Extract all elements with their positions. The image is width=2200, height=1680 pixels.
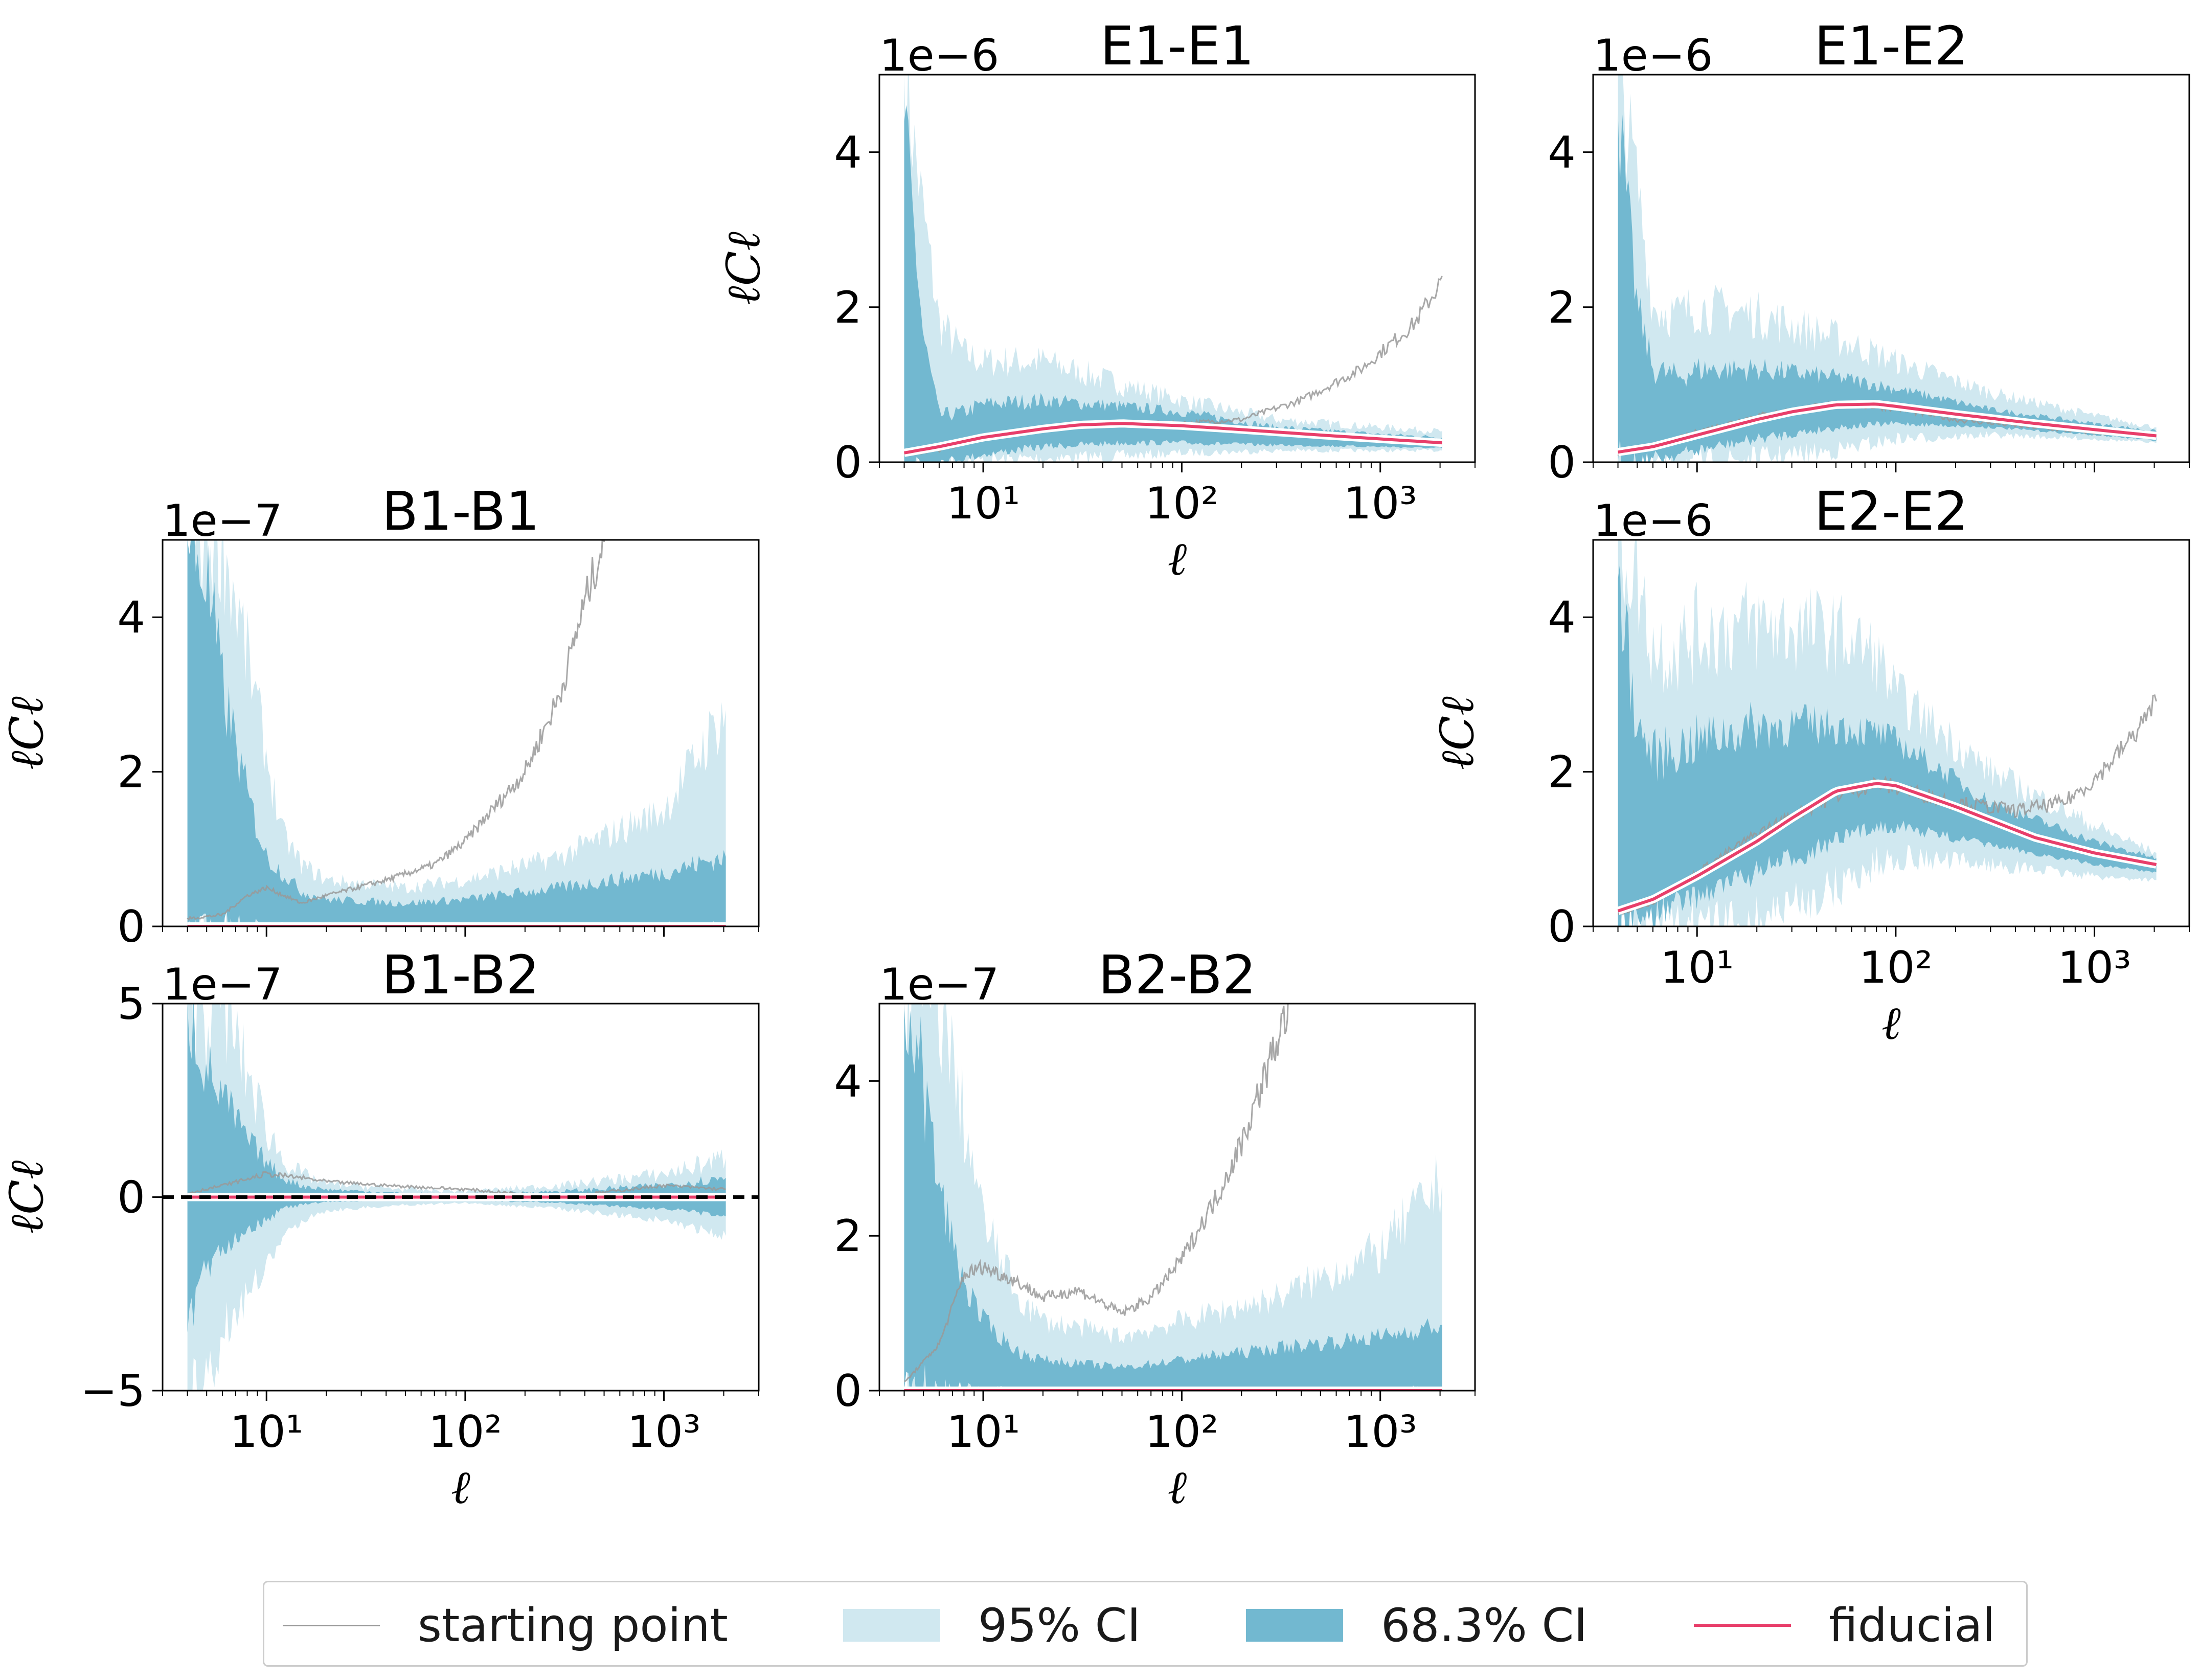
offset-text-b1-b1: 1e−7 xyxy=(163,495,282,547)
ylabel-b1-b2: ℓCℓ xyxy=(0,1160,54,1234)
starting-point-line-b1-b2 xyxy=(187,1171,726,1199)
ytick-label-b1-b1: 0 xyxy=(117,901,145,952)
ytick-label-e2-e2: 0 xyxy=(1548,901,1576,952)
panel-b1-b2: −5 0 5 10¹ 10² 10³ ℓ ℓCℓ 1e−7 B1-B2 xyxy=(0,944,760,1514)
ylabel-b1-b1: ℓCℓ xyxy=(0,696,54,770)
ytick-label-e2-e2: 2 xyxy=(1548,747,1576,798)
ylabel-e2-e2: ℓCℓ xyxy=(1431,696,1484,770)
axes-frame-e1-e1 xyxy=(878,74,1476,463)
panel-b2-b2: 0 2 4 10¹ 10² 10³ ℓ 1e−7 B2-B2 xyxy=(834,944,1476,1514)
ytick-label-b1-b2: −5 xyxy=(80,1366,145,1417)
xtick-label-e1-e1: 10³ xyxy=(1344,478,1417,529)
panel-b1-b1: 0 2 4 ℓCℓ 1e−7 B1-B1 xyxy=(0,480,760,952)
legend-item-68-ci: 68.3% CI xyxy=(1246,1582,1587,1668)
panel-e2-e2: 0 2 4 10¹ 10² 10³ ℓ ℓCℓ 1e−6 E2-E2 xyxy=(1431,480,2190,1050)
ytick-label-b1-b1: 2 xyxy=(117,747,145,798)
legend-swatch-starting-point xyxy=(283,1624,380,1626)
xtick-label-b1-b2: 10² xyxy=(428,1406,502,1458)
xtick-label-e2-e2: 10² xyxy=(1859,942,1933,993)
xtick-label-e1-e1: 10² xyxy=(1145,478,1218,529)
offset-text-e1-e2: 1e−6 xyxy=(1593,30,1713,81)
legend-swatch-68-ci xyxy=(1246,1609,1343,1642)
ytick-label-b2-b2: 4 xyxy=(834,1056,862,1107)
xtick-label-e2-e2: 10³ xyxy=(2058,942,2131,993)
ytick-label-b1-b2: 5 xyxy=(117,979,145,1030)
starting-point-line-b2-b2 xyxy=(903,1004,1289,1382)
title-b2-b2: B2-B2 xyxy=(1098,944,1256,1006)
legend-item-starting-point: starting point xyxy=(283,1582,728,1668)
fiducial-line-e1-e2 xyxy=(1618,402,2157,454)
ylabel-e1-e1: ℓCℓ xyxy=(717,232,770,305)
ytick-label-e2-e2: 4 xyxy=(1548,592,1576,643)
band-95-ci-e1-e2 xyxy=(1618,75,2157,462)
ytick-label-e1-e2: 0 xyxy=(1548,437,1576,488)
band-68-ci-e2-e2 xyxy=(1618,563,2157,926)
ytick-label-e1-e1: 2 xyxy=(834,282,862,333)
xtick-label-e1-e1: 10¹ xyxy=(946,478,1020,529)
starting-point-line-b1-b1 xyxy=(187,540,605,921)
legend-label-68-ci: 68.3% CI xyxy=(1381,1598,1587,1652)
ytick-label-e1-e1: 0 xyxy=(834,437,862,488)
title-b1-b1: B1-B1 xyxy=(382,480,540,542)
offset-text-e1-e1: 1e−6 xyxy=(879,30,999,81)
panel-e1-e1: 0 2 4 10¹ 10² 10³ ℓ ℓCℓ 1e−6 E1-E1 xyxy=(717,15,1476,586)
legend-swatch-fiducial xyxy=(1694,1624,1791,1627)
legend-label-fiducial: fiducial xyxy=(1829,1598,1995,1652)
xlabel-b1-b2: ℓ xyxy=(451,1461,470,1514)
band-68-ci-b1-b1 xyxy=(187,540,726,926)
band-68-ci-e1-e2 xyxy=(1618,112,2157,462)
xtick-label-b1-b2: 10¹ xyxy=(230,1406,303,1458)
offset-text-b1-b2: 1e−7 xyxy=(163,959,282,1010)
offset-text-e2-e2: 1e−6 xyxy=(1593,495,1713,547)
fiducial-line-e2-e2 xyxy=(1617,782,2157,913)
title-e1-e1: E1-E1 xyxy=(1100,15,1254,77)
band-68-ci-b2-b2 xyxy=(904,1004,1442,1391)
band-95-ci-e1-e1 xyxy=(904,75,1442,462)
fiducial-line-e1-e1 xyxy=(903,422,1442,455)
title-b1-b2: B1-B2 xyxy=(382,944,540,1006)
legend-label-starting-point: starting point xyxy=(418,1598,728,1652)
axes-frame-b2-b2 xyxy=(878,1003,1476,1392)
title-e1-e2: E1-E2 xyxy=(1814,15,1968,77)
panel-e1-e2: 0 2 4 1e−6 E1-E2 xyxy=(1548,15,2190,488)
legend-item-fiducial: fiducial xyxy=(1694,1582,1995,1668)
xtick-label-b1-b2: 10³ xyxy=(627,1406,701,1458)
legend-item-95-ci: 95% CI xyxy=(843,1582,1141,1668)
xtick-label-b2-b2: 10¹ xyxy=(946,1406,1020,1458)
xlabel-e1-e1: ℓ xyxy=(1168,532,1187,586)
ytick-label-e1-e2: 2 xyxy=(1548,282,1576,333)
xtick-label-b2-b2: 10² xyxy=(1145,1406,1218,1458)
ytick-label-b2-b2: 0 xyxy=(834,1366,862,1417)
xlabel-b2-b2: ℓ xyxy=(1168,1461,1187,1514)
axes-frame-e1-e2 xyxy=(1592,74,2190,463)
ytick-label-e1-e1: 4 xyxy=(834,127,862,178)
xtick-label-e2-e2: 10¹ xyxy=(1660,942,1734,993)
ytick-label-b1-b2: 0 xyxy=(117,1172,145,1223)
legend-label-95-ci: 95% CI xyxy=(978,1598,1141,1652)
offset-text-b2-b2: 1e−7 xyxy=(879,959,999,1010)
band-95-ci-b2-b2 xyxy=(904,1004,1442,1391)
legend: starting point 95% CI 68.3% CI fiducial xyxy=(263,1581,2028,1667)
axes-frame-b1-b1 xyxy=(162,539,760,927)
ytick-label-e1-e2: 4 xyxy=(1548,127,1576,178)
xlabel-e2-e2: ℓ xyxy=(1881,996,1901,1050)
legend-swatch-95-ci xyxy=(843,1609,940,1642)
band-68-ci-e1-e1 xyxy=(904,105,1442,462)
xtick-label-b2-b2: 10³ xyxy=(1344,1406,1417,1458)
title-e2-e2: E2-E2 xyxy=(1814,480,1968,542)
axes-frame-e2-e2 xyxy=(1592,539,2190,927)
ytick-label-b2-b2: 2 xyxy=(834,1211,862,1262)
ytick-label-b1-b1: 4 xyxy=(117,592,145,643)
